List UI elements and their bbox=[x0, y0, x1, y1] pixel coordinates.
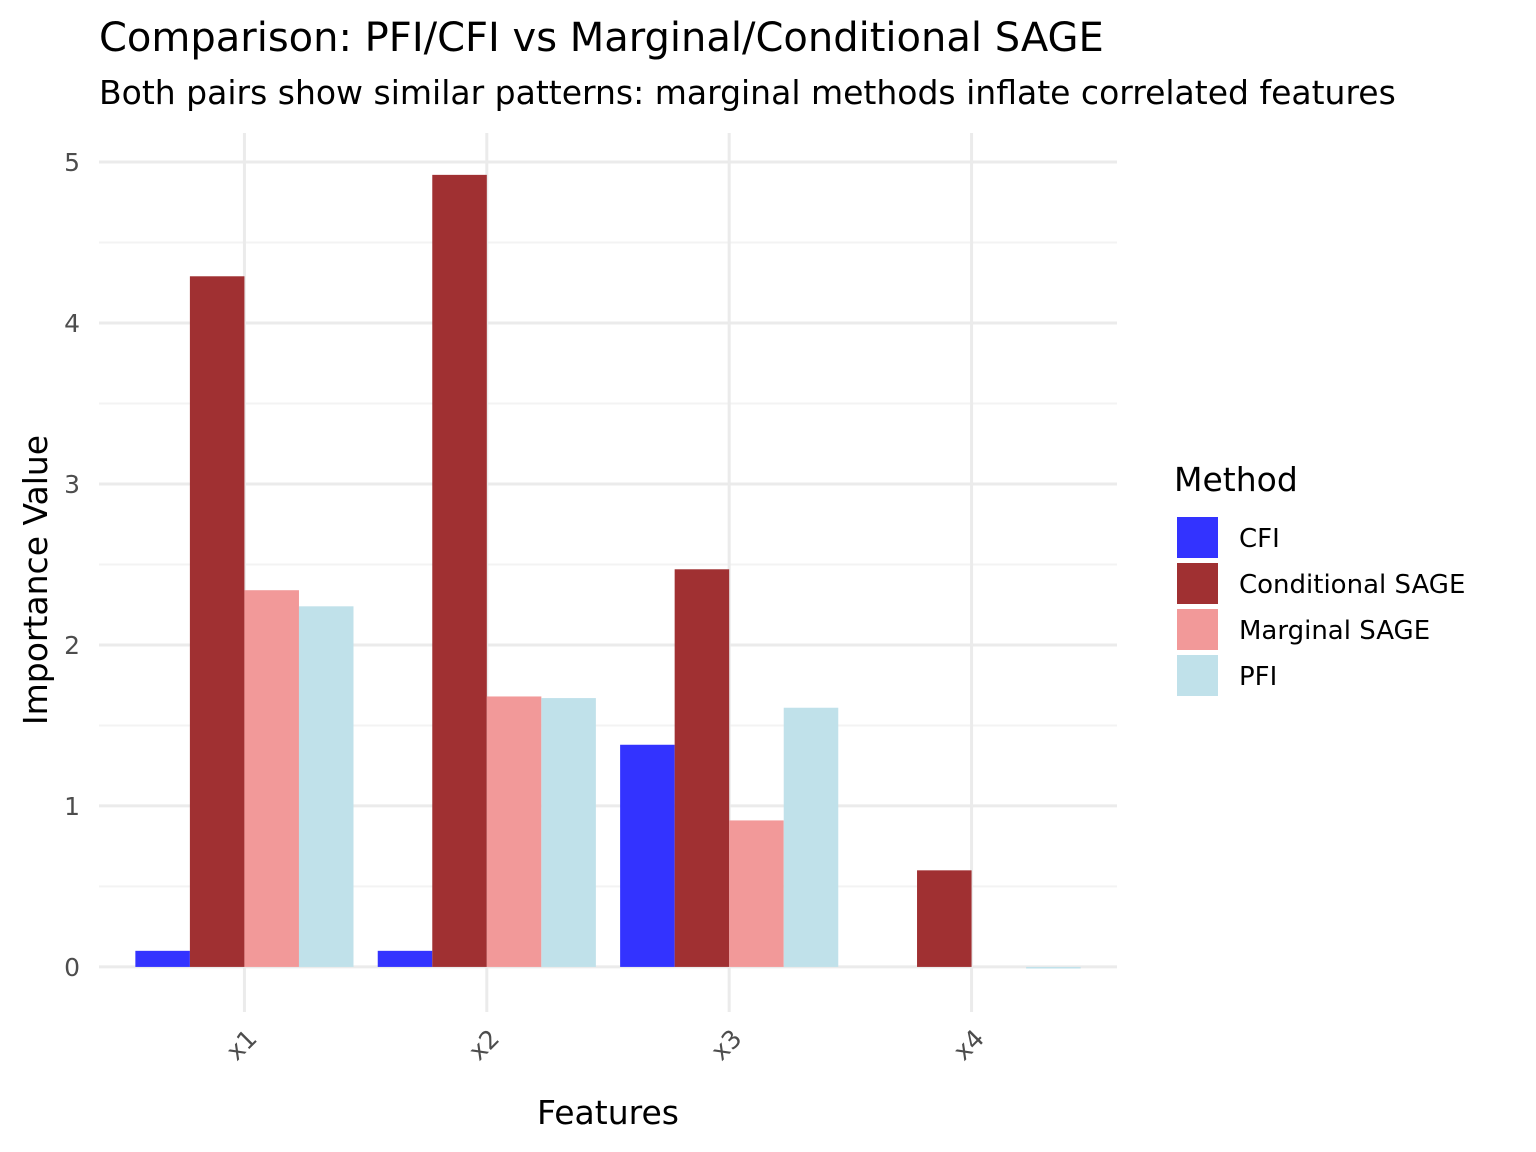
y-tick-label: 1 bbox=[64, 792, 80, 821]
bar bbox=[244, 590, 299, 967]
bar bbox=[189, 276, 245, 967]
bar bbox=[783, 707, 839, 967]
x-tick-label: x4 bbox=[948, 1024, 990, 1066]
legend-key bbox=[1177, 609, 1218, 650]
bar bbox=[917, 870, 972, 967]
y-tick-label: 2 bbox=[64, 631, 80, 660]
x-tick-label: x1 bbox=[220, 1024, 262, 1066]
x-tick-label: x3 bbox=[705, 1024, 747, 1066]
legend: Method CFI Conditional SAGE Marginal SAGE P… bbox=[1174, 460, 1465, 696]
legend-label: Marginal SAGE bbox=[1239, 616, 1430, 646]
y-axis-title: Importance Value bbox=[16, 435, 55, 725]
bar bbox=[298, 606, 354, 967]
legend-label: PFI bbox=[1239, 662, 1277, 692]
y-tick-label: 3 bbox=[64, 470, 80, 499]
x-axis-ticks: x1 x2 x3 x4 bbox=[220, 1024, 989, 1066]
bar bbox=[135, 950, 190, 967]
bar bbox=[541, 698, 596, 967]
chart-subtitle: Both pairs show similar patterns: margin… bbox=[99, 73, 1396, 112]
bar bbox=[432, 174, 487, 967]
bar bbox=[620, 744, 675, 967]
bar bbox=[377, 950, 433, 967]
bar bbox=[486, 696, 542, 967]
bar bbox=[1026, 966, 1081, 969]
bar bbox=[729, 820, 784, 967]
legend-key bbox=[1177, 563, 1218, 604]
x-axis-title: Features bbox=[537, 1093, 679, 1132]
bars bbox=[135, 174, 1081, 969]
x-tick-label: x2 bbox=[463, 1024, 505, 1066]
legend-key bbox=[1177, 655, 1218, 696]
y-tick-label: 0 bbox=[64, 953, 80, 982]
y-axis-ticks: 0 1 2 3 4 5 bbox=[64, 148, 80, 982]
legend-title: Method bbox=[1174, 460, 1298, 499]
y-tick-label: 4 bbox=[64, 309, 80, 338]
y-tick-label: 5 bbox=[64, 148, 80, 177]
chart-title: Comparison: PFI/CFI vs Marginal/Conditio… bbox=[99, 15, 1104, 61]
legend-key bbox=[1177, 517, 1218, 558]
bar bbox=[674, 569, 730, 967]
legend-label: CFI bbox=[1239, 524, 1280, 554]
legend-label: Conditional SAGE bbox=[1239, 570, 1465, 600]
